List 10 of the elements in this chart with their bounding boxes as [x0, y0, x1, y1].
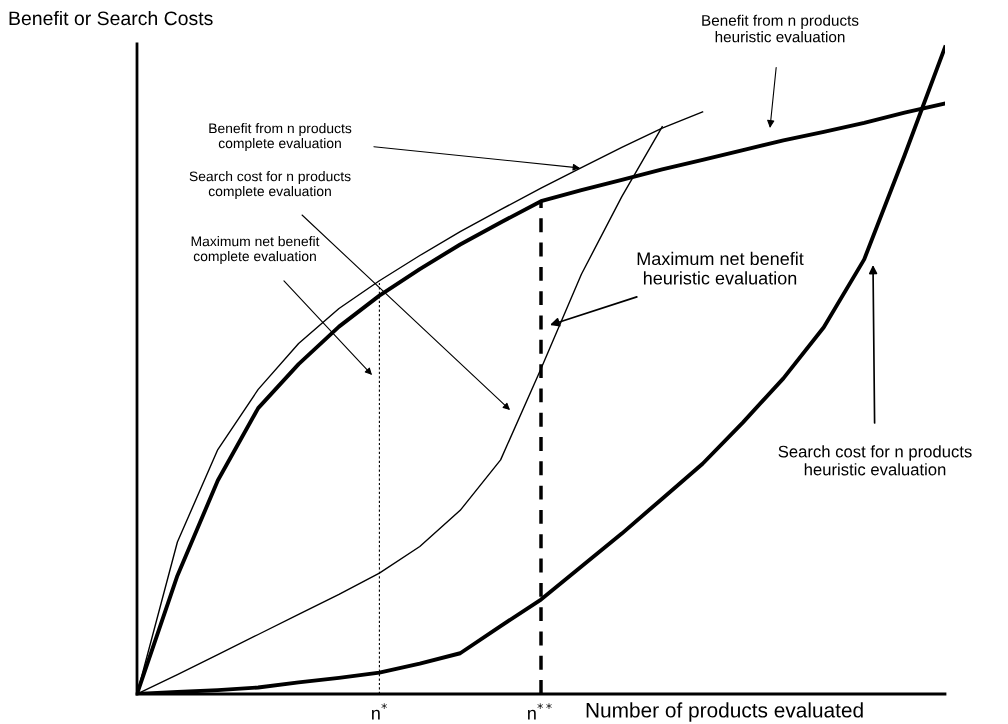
annotation: Maximum net benefit complete evaluation [191, 236, 320, 264]
y-axis-title: Benefit or Search Costs [9, 10, 213, 26]
annotation: Search cost for n products heuristic evaluation [778, 445, 972, 476]
annotation: Search cost for n products complete evaluation [189, 171, 351, 199]
text: Benefit from n products heuristic evaluation [702, 14, 859, 43]
x-tick-label: n$^{*}$ [372, 703, 387, 720]
annotation: Benefit from n products complete evaluation [209, 123, 352, 151]
annotation: Maximum net benefit heuristic evaluation [637, 251, 804, 285]
x-axis-title: Number of products evaluated [586, 702, 863, 722]
x-tick-label: n$^{**}$ [528, 703, 552, 720]
